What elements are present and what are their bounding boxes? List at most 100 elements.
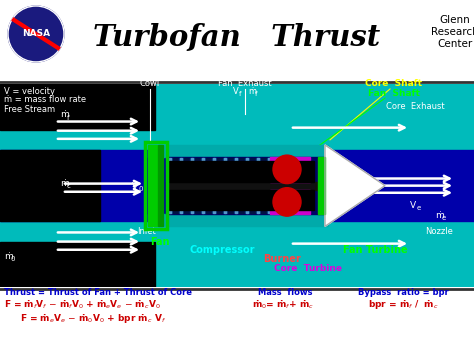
Text: Inlet: Inlet [137,227,156,236]
Text: f: f [239,91,241,97]
Bar [0,84,474,150]
Bar [0,150,474,221]
Text: bpr = ṁ$_f$ /  ṁ$_c$: bpr = ṁ$_f$ / ṁ$_c$ [368,298,438,311]
Text: ṁ: ṁ [60,110,69,120]
Bar [169,158,171,213]
Bar [267,158,272,213]
Text: V: V [410,201,416,210]
Text: 0: 0 [139,186,144,192]
Text: Core  Shaft: Core Shaft [365,79,422,88]
Text: Fan  Exhaust: Fan Exhaust [218,79,272,88]
Bar [250,158,255,213]
Bar [169,161,314,182]
Text: F = ṁ$_e$V$_e$ $-$ ṁ$_0$V$_0$ + bpr ṁ$_c$ V$_f$: F = ṁ$_e$V$_e$ $-$ ṁ$_0$V$_0$ + bpr ṁ$_c… [20,312,166,325]
Bar [300,158,305,213]
Text: f: f [255,91,257,97]
Text: Bypass  ratio = bpr: Bypass ratio = bpr [358,288,449,297]
Text: Mass  flows: Mass flows [258,288,312,297]
Bar [173,158,178,213]
Bar [191,158,193,213]
Bar [217,158,222,213]
Bar [270,190,310,214]
Bar [190,158,195,213]
Bar [301,158,303,213]
Text: Compressor: Compressor [189,245,255,255]
Bar [318,157,325,214]
Bar [179,158,184,213]
Bar [206,158,211,213]
Circle shape [8,6,64,62]
Bar [148,145,328,157]
Text: e: e [442,215,446,221]
Bar [202,158,204,213]
Text: Fan  Shaft: Fan Shaft [368,89,420,98]
Bar [0,221,474,287]
Bar [148,214,328,226]
Bar [0,242,155,287]
Bar [166,157,331,214]
Bar [246,158,248,213]
Text: Burner: Burner [263,254,301,264]
Text: f: f [67,115,70,121]
Text: Free Stream: Free Stream [4,105,55,114]
Text: ṁ: ṁ [435,211,444,220]
Text: V: V [233,87,239,96]
Text: Nozzle: Nozzle [425,227,453,236]
Bar [184,158,189,213]
Bar [279,158,281,213]
Text: NASA: NASA [22,30,50,39]
Text: c: c [67,183,71,189]
Bar [261,158,266,213]
Text: ṁ$_0$= ṁ$_f$+ ṁ$_c$: ṁ$_0$= ṁ$_f$+ ṁ$_c$ [252,298,314,311]
Bar [212,158,217,213]
Text: V = velocity: V = velocity [4,87,55,96]
Text: 0: 0 [11,256,16,262]
Text: ṁ: ṁ [248,87,256,96]
Bar [213,158,215,213]
Bar [201,158,206,213]
Text: F = ṁ$_f$V$_f$ $-$ ṁ$_f$V$_0$ + ṁ$_e$V$_e$ $-$ ṁ$_c$V$_0$: F = ṁ$_f$V$_f$ $-$ ṁ$_f$V$_0$ + ṁ$_e$V$_… [4,298,161,311]
Bar [256,158,261,213]
Bar [224,158,226,213]
Text: ṁ: ṁ [4,252,13,261]
Text: Turbofan   Thrust: Turbofan Thrust [93,24,381,52]
Bar [180,158,182,213]
Text: e: e [417,205,421,211]
Text: ṁ: ṁ [60,178,69,188]
Text: Fan Turbine: Fan Turbine [343,245,407,255]
Bar [148,145,157,226]
Text: Core  Turbine: Core Turbine [274,264,342,273]
Bar [0,84,155,130]
Bar [268,158,270,213]
Bar [257,158,259,213]
Bar [0,150,100,221]
Text: V: V [132,182,138,191]
Bar [272,158,277,213]
Bar [239,158,244,213]
Text: Thrust = Thrust of Fan + Thrust of Core: Thrust = Thrust of Fan + Thrust of Core [4,288,192,297]
Bar [158,145,163,226]
Bar [234,158,239,213]
Bar [290,158,292,213]
Circle shape [273,155,301,183]
Bar [166,182,361,190]
Bar [283,158,288,213]
Text: Fan: Fan [150,237,170,247]
Text: ṁ = mass flow rate: ṁ = mass flow rate [4,95,86,104]
Bar [195,158,200,213]
Bar [223,158,228,213]
Text: Core  Exhaust: Core Exhaust [386,102,444,111]
Text: Glenn
Research
Center: Glenn Research Center [431,15,474,49]
Bar [169,190,314,210]
Bar [270,157,310,182]
Text: Cowl: Cowl [140,79,160,88]
Bar [294,158,299,213]
Polygon shape [325,145,385,226]
Bar [235,158,237,213]
Bar [168,158,173,213]
Bar [278,158,283,213]
Bar [245,158,250,213]
Bar [228,158,233,213]
Circle shape [273,188,301,216]
Bar [289,158,294,213]
